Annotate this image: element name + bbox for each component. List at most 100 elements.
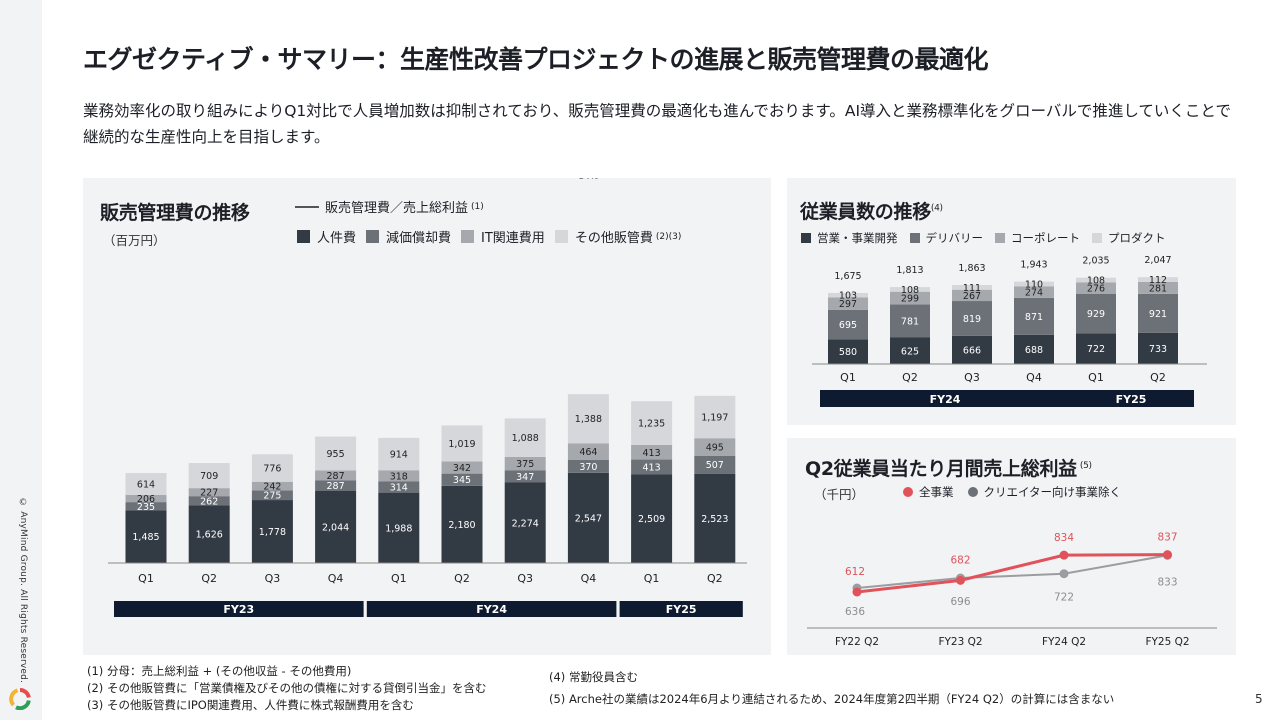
employee-chart-panel: 従業員数の推移(4) 営業・事業開発 デリバリー コーポレート プロダクト 58…: [787, 178, 1236, 425]
x-tick-label: FY23 Q2: [938, 636, 982, 648]
bar-segment: [125, 494, 167, 503]
employee-chart-svg: 5806952971031,675Q16257812991081,813Q266…: [812, 255, 1207, 407]
legend-label-it: IT関連費用: [481, 231, 545, 246]
data-label: 1,088: [512, 433, 539, 444]
bar-segment: [315, 436, 357, 471]
data-label: 2,547: [575, 513, 602, 524]
data-label: 413: [643, 462, 661, 473]
total-label: 2,047: [1144, 255, 1171, 266]
label-all-business: 837: [1157, 532, 1177, 544]
data-label: 281: [1149, 283, 1167, 294]
data-label: 103: [839, 291, 857, 302]
data-label: 464: [579, 447, 597, 458]
data-label: 2,274: [512, 518, 539, 529]
data-label: 1,388: [575, 414, 602, 425]
data-label: 1,019: [448, 439, 475, 450]
bar-segment: [1014, 281, 1054, 287]
data-label: 262: [200, 496, 218, 507]
bar-segment: [125, 502, 167, 511]
bar-segment: [1076, 277, 1116, 283]
legend-swatch-delivery: [909, 233, 920, 243]
footnote-1: (1) 分母：売上総利益 + (その他収益 - その他費用): [87, 664, 352, 678]
data-label: 275: [263, 491, 281, 502]
employee-title-note: (4): [930, 203, 943, 214]
fiscal-year-label: FY25: [666, 603, 697, 616]
data-label: 507: [706, 460, 724, 471]
data-label: 347: [516, 472, 534, 483]
bar-segment: [567, 443, 609, 460]
fiscal-year-label: FY23: [223, 603, 254, 616]
bar-segment: [504, 456, 546, 471]
gp-title-text: Q2従業員当たり月間売上総利益: [805, 458, 1077, 480]
data-label: 206: [137, 494, 155, 505]
fiscal-year-bar: [619, 601, 743, 617]
gp-legend: 全事業 クリエイター向け事業除く: [903, 484, 1121, 500]
data-label: 297: [839, 299, 857, 310]
bar-segment: [315, 470, 357, 481]
employee-legend: 営業・事業開発 デリバリー コーポレート プロダクト: [801, 230, 1166, 246]
data-label: 2,044: [322, 522, 349, 533]
bar-segment: [1076, 293, 1116, 334]
data-label: 781: [901, 316, 919, 327]
bar-segment: [828, 292, 868, 298]
bar-segment: [890, 337, 930, 364]
bar-segment: [952, 285, 992, 290]
employee-title-text: 従業員数の推移: [800, 201, 931, 223]
x-tick-label: Q1: [1088, 371, 1104, 384]
bar-segment: [378, 481, 420, 493]
data-label: 318: [390, 471, 408, 482]
bar-segment: [1138, 332, 1178, 364]
data-label: 110: [1025, 279, 1043, 290]
bar-segment: [631, 459, 673, 475]
point-excl-creator: [1059, 569, 1069, 579]
bar-segment: [828, 297, 868, 310]
data-label: 722: [1087, 344, 1105, 355]
sga-unit-label: （百万円）: [103, 233, 166, 248]
data-label: 688: [1025, 345, 1043, 356]
bar-segment: [1138, 293, 1178, 333]
x-tick-label: Q4: [581, 572, 597, 585]
line-all-business: [856, 553, 1168, 594]
bar-segment: [694, 455, 736, 474]
legend-label-personnel: 人件費: [317, 231, 357, 246]
total-label: 1,943: [1020, 260, 1047, 271]
bar-segment: [504, 482, 546, 563]
legend-line-label: 販売管理費／売上総利益: [325, 201, 469, 216]
data-label: 287: [327, 481, 345, 492]
gp-title-note: (5): [1079, 460, 1092, 471]
x-tick-label: Q2: [707, 572, 723, 585]
page-title: エグゼクティブ・サマリー：生産性改善プロジェクトの進展と販売管理費の最適化: [83, 45, 989, 74]
anymind-logo-icon: [9, 688, 31, 710]
data-label: 695: [839, 320, 857, 331]
data-label: 111: [963, 283, 981, 294]
legend-swatch-depreciation: [366, 230, 380, 243]
data-label: 614: [137, 479, 155, 490]
bar-segment: [567, 394, 609, 444]
bar-segment: [441, 485, 483, 563]
label-excl-creator: 722: [1054, 592, 1074, 604]
bar-segment: [567, 459, 609, 473]
data-label: 108: [901, 285, 919, 296]
data-label: 929: [1087, 309, 1105, 320]
bar-segment: [694, 438, 736, 456]
bar-segment: [125, 473, 167, 495]
bar-segment: [378, 437, 420, 471]
label-all-business: 834: [1054, 532, 1074, 544]
bar-segment: [1014, 334, 1054, 364]
fiscal-year-bar: [366, 601, 617, 617]
total-label: 1,813: [896, 265, 923, 276]
x-tick-label: Q2: [454, 572, 470, 585]
legend-label-depreciation: 減価償却費: [386, 231, 452, 246]
data-label: 776: [263, 464, 281, 475]
data-label: 1,988: [385, 523, 412, 534]
bar-segment: [441, 461, 483, 474]
bar-segment: [952, 301, 992, 336]
data-label: 267: [963, 291, 981, 302]
bar-segment: [828, 309, 868, 340]
data-label: 819: [963, 314, 981, 325]
data-label: 342: [453, 463, 471, 474]
x-tick-label: Q1: [840, 371, 856, 384]
footnote-5: (5) Arche社の業績は2024年6月より連結されるため、2024年度第2四…: [549, 692, 1115, 706]
sga-chart-title: 販売管理費の推移: [100, 202, 250, 224]
bar-segment: [188, 488, 230, 497]
